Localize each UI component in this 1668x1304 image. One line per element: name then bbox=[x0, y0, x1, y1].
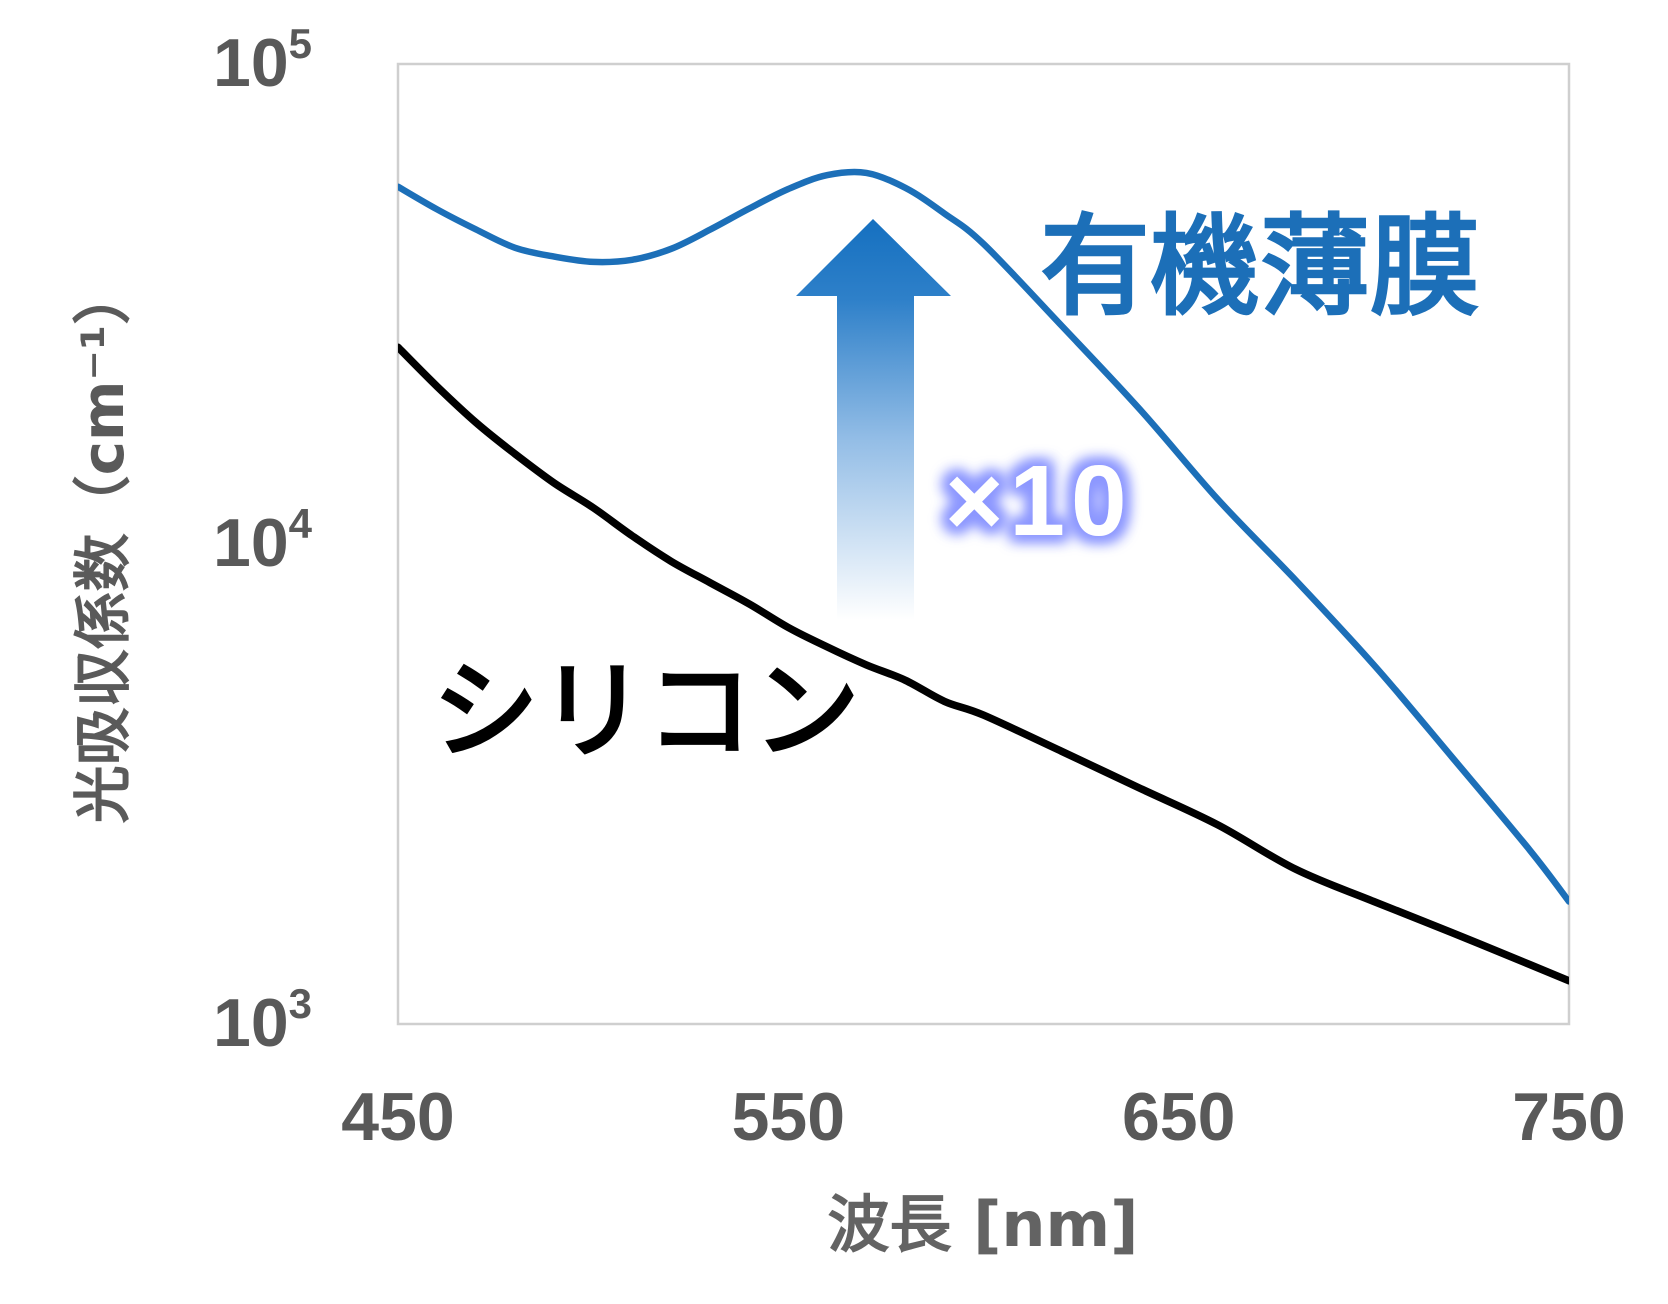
series-lines bbox=[398, 168, 1569, 985]
plot-area-frame bbox=[396, 62, 1571, 1026]
x-tick-label: 550 bbox=[732, 1079, 845, 1155]
y-tick-exponent: 4 bbox=[289, 500, 313, 547]
y-axis-title: 光吸収係数（cm⁻¹） bbox=[69, 267, 137, 824]
series-line-organic-film bbox=[398, 168, 1569, 905]
y-tick-label: 105 bbox=[213, 20, 312, 101]
series-line-silicon bbox=[398, 343, 1569, 985]
y-tick-base: 10 bbox=[213, 25, 289, 101]
multiplier-annotation: ×10 bbox=[945, 445, 1133, 557]
y-tick-label: 104 bbox=[213, 500, 313, 581]
y-tick-base: 10 bbox=[213, 985, 289, 1061]
series-label-organic-film: 有機薄膜 bbox=[1040, 203, 1480, 331]
x-tick-label: 650 bbox=[1122, 1079, 1235, 1155]
y-tick-label: 103 bbox=[213, 980, 312, 1061]
x-tick-label: 450 bbox=[341, 1079, 454, 1155]
y-tick-base: 10 bbox=[213, 505, 289, 581]
y-tick-exponent: 5 bbox=[289, 20, 312, 67]
x-axis-title: 波長 [nm] bbox=[828, 1188, 1139, 1261]
y-tick-exponent: 3 bbox=[289, 980, 312, 1027]
x-tick-label: 750 bbox=[1512, 1079, 1625, 1155]
series-label-silicon: シリコン bbox=[432, 650, 860, 774]
up-arrow-icon bbox=[796, 219, 951, 620]
